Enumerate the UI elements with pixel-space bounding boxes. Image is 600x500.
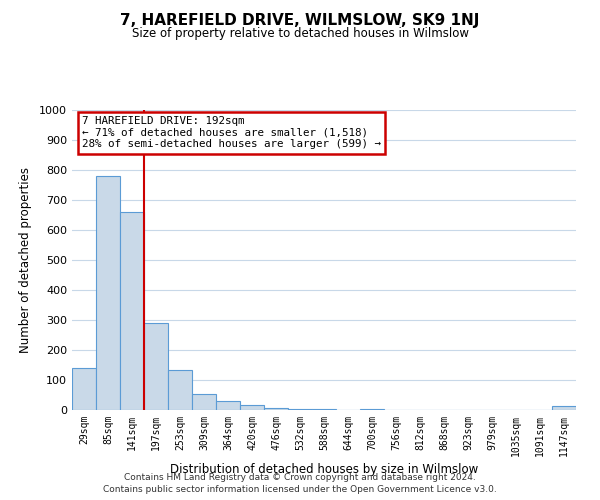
Text: Contains public sector information licensed under the Open Government Licence v3: Contains public sector information licen…	[103, 485, 497, 494]
Bar	[216, 401, 240, 410]
Bar	[120, 212, 144, 410]
Y-axis label: Number of detached properties: Number of detached properties	[19, 167, 32, 353]
Bar	[288, 409, 312, 410]
Bar	[192, 394, 216, 410]
Bar	[552, 406, 576, 410]
X-axis label: Distribution of detached houses by size in Wilmslow: Distribution of detached houses by size …	[170, 463, 478, 476]
Bar	[264, 408, 288, 410]
Bar	[144, 323, 168, 410]
Bar	[72, 368, 96, 410]
Text: 7, HAREFIELD DRIVE, WILMSLOW, SK9 1NJ: 7, HAREFIELD DRIVE, WILMSLOW, SK9 1NJ	[121, 12, 479, 28]
Bar	[240, 405, 264, 410]
Bar	[168, 370, 192, 410]
Text: 7 HAREFIELD DRIVE: 192sqm
← 71% of detached houses are smaller (1,518)
28% of se: 7 HAREFIELD DRIVE: 192sqm ← 71% of detac…	[82, 116, 381, 149]
Text: Size of property relative to detached houses in Wilmslow: Size of property relative to detached ho…	[131, 28, 469, 40]
Bar	[96, 176, 120, 410]
Text: Contains HM Land Registry data © Crown copyright and database right 2024.: Contains HM Land Registry data © Crown c…	[124, 472, 476, 482]
